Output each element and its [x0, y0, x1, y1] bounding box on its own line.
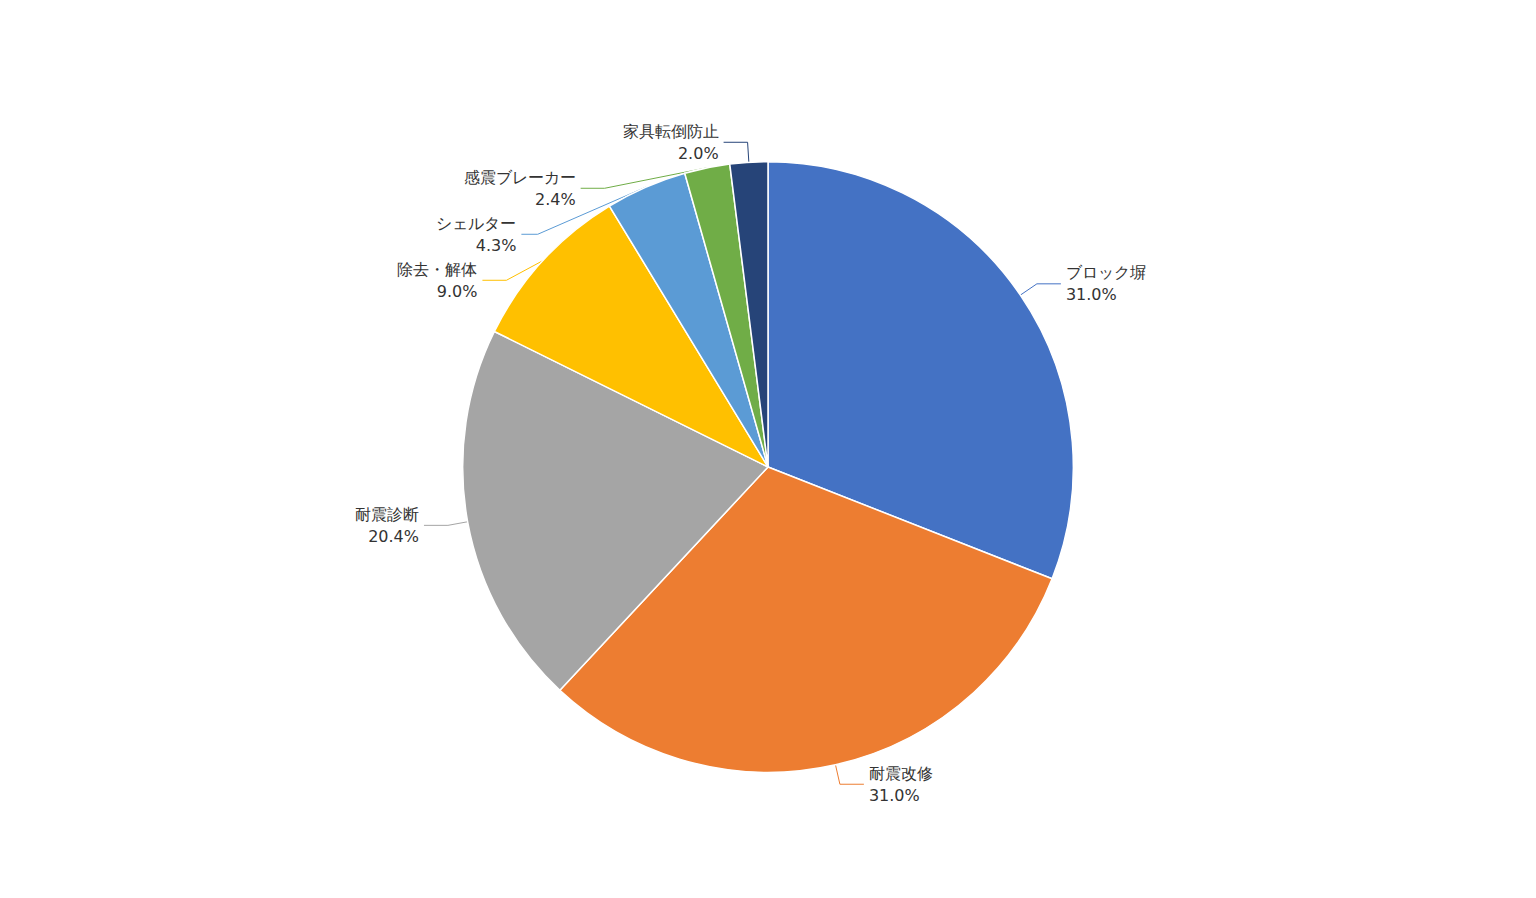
svg-text:耐震改修: 耐震改修 [869, 764, 933, 783]
svg-text:31.0%: 31.0% [1066, 285, 1117, 304]
svg-text:シェルター: シェルター [436, 214, 516, 233]
svg-text:2.0%: 2.0% [678, 144, 719, 163]
svg-text:2.4%: 2.4% [535, 190, 576, 209]
svg-text:31.0%: 31.0% [869, 786, 920, 805]
svg-text:9.0%: 9.0% [437, 282, 478, 301]
svg-text:感震ブレーカー: 感震ブレーカー [464, 168, 576, 187]
svg-text:除去・解体: 除去・解体 [397, 260, 477, 279]
svg-text:4.3%: 4.3% [476, 236, 517, 255]
svg-text:耐震診断: 耐震診断 [355, 505, 419, 524]
svg-text:家具転倒防止: 家具転倒防止 [623, 122, 719, 141]
svg-text:20.4%: 20.4% [368, 527, 419, 546]
svg-text:ブロック塀: ブロック塀 [1066, 263, 1146, 282]
